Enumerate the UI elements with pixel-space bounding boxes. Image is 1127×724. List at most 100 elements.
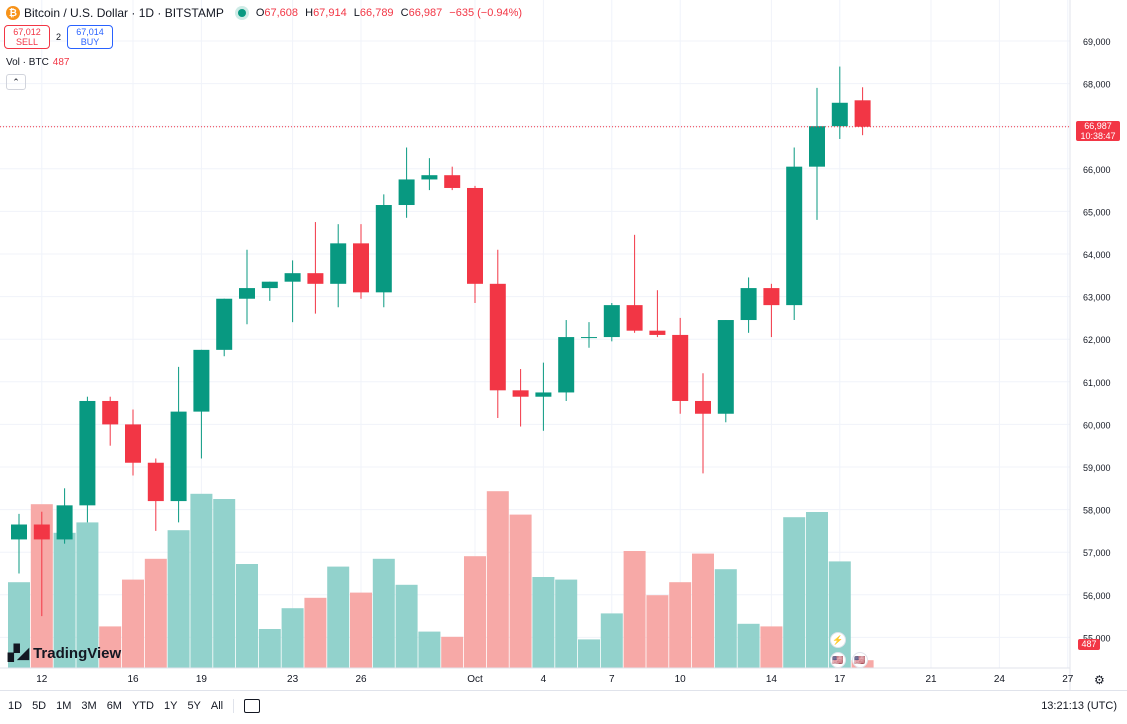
candle-body[interactable] xyxy=(375,205,392,293)
candle-body[interactable] xyxy=(307,273,324,284)
candle-body[interactable] xyxy=(216,298,233,350)
y-tick-label: 63,000 xyxy=(1083,293,1111,303)
volume-bar xyxy=(509,514,532,668)
candle-body[interactable] xyxy=(11,524,27,540)
x-tick-label: 12 xyxy=(36,674,48,685)
timeframe-5d[interactable]: 5D xyxy=(32,700,47,712)
volume-bar xyxy=(692,553,714,668)
y-tick-label: 68,000 xyxy=(1083,80,1111,90)
candle-body[interactable] xyxy=(603,305,620,338)
candle-body[interactable] xyxy=(535,392,552,397)
candle-body[interactable] xyxy=(421,175,438,180)
x-tick-label: 14 xyxy=(766,674,778,685)
volume-bar xyxy=(783,517,806,668)
volume-bar xyxy=(760,626,783,668)
volume-bar xyxy=(737,623,760,668)
candle-body[interactable] xyxy=(261,281,278,289)
y-tick-label: 65,000 xyxy=(1083,207,1111,217)
candle-body[interactable] xyxy=(125,424,141,463)
candle-body[interactable] xyxy=(809,126,825,167)
candle-body[interactable] xyxy=(831,102,848,127)
volume-bar xyxy=(464,556,486,668)
candle-body[interactable] xyxy=(489,283,506,391)
candlestick-chart[interactable]: 69,00068,00067,00066,00065,00064,00063,0… xyxy=(0,0,1127,690)
x-tick-label: 26 xyxy=(355,674,367,685)
volume-legend[interactable]: Vol · BTC 487 xyxy=(6,57,70,68)
sell-button[interactable]: 67,012 SELL xyxy=(4,25,50,49)
candle-body[interactable] xyxy=(147,462,164,502)
y-tick-label: 57,000 xyxy=(1083,548,1111,558)
timeframe-5y[interactable]: 5Y xyxy=(187,700,201,712)
y-tick-label: 59,000 xyxy=(1083,463,1111,473)
candle-body[interactable] xyxy=(626,305,643,331)
volume-bar xyxy=(555,579,578,668)
clock[interactable]: 13:21:13 (UTC) xyxy=(1041,700,1117,712)
ohlc-values: O67,608 H67,914 L66,789 C66,987 −635 (−0… xyxy=(255,7,523,19)
volume-bar xyxy=(144,558,167,668)
candle-body[interactable] xyxy=(786,166,803,306)
symbol-title[interactable]: Bitcoin / U.S. Dollar · 1D · BITSTAMP xyxy=(24,6,224,20)
candle-body[interactable] xyxy=(581,337,597,339)
volume-bar xyxy=(76,522,99,668)
volume-bar xyxy=(486,491,509,668)
candle-body[interactable] xyxy=(512,390,529,397)
candle-body[interactable] xyxy=(854,100,871,127)
volume-bar xyxy=(258,629,281,668)
candle-body[interactable] xyxy=(56,505,73,540)
candle-body[interactable] xyxy=(239,288,255,299)
symbol-legend: ₿ Bitcoin / U.S. Dollar · 1D · BITSTAMP … xyxy=(6,6,526,20)
candle-body[interactable] xyxy=(193,349,210,412)
volume-bar xyxy=(714,569,737,668)
candle-body[interactable] xyxy=(717,320,734,414)
us-flag-icon[interactable]: 🇺🇸 xyxy=(830,652,846,668)
x-tick-label: 10 xyxy=(675,674,687,685)
candle-body[interactable] xyxy=(649,330,666,335)
timeframe-1m[interactable]: 1M xyxy=(56,700,72,712)
y-tick-label: 69,000 xyxy=(1083,37,1111,47)
volume-bar xyxy=(213,499,236,668)
y-tick-label: 64,000 xyxy=(1083,250,1111,260)
candle-body[interactable] xyxy=(740,288,757,321)
candle-body[interactable] xyxy=(558,337,575,393)
tradingview-logo[interactable]: ▞◢ TradingView xyxy=(8,644,122,663)
candle-body[interactable] xyxy=(102,400,119,425)
y-tick-label: 55,000 xyxy=(1083,633,1111,643)
high-value: 67,914 xyxy=(313,7,347,19)
volume-bar xyxy=(372,558,395,668)
candle-body[interactable] xyxy=(695,400,711,414)
candle-body[interactable] xyxy=(79,400,96,506)
timeframe-all[interactable]: All xyxy=(210,700,224,712)
us-flag-icon-2[interactable]: 🇺🇸 xyxy=(852,652,868,668)
timeframe-6m[interactable]: 6M xyxy=(106,700,122,712)
x-tick-label: 19 xyxy=(196,674,208,685)
x-tick-label: 7 xyxy=(609,674,615,685)
y-tick-label: 56,000 xyxy=(1083,591,1111,601)
calendar-icon[interactable] xyxy=(244,699,261,713)
candle-body[interactable] xyxy=(33,524,50,540)
candle-body[interactable] xyxy=(170,411,187,502)
candle-body[interactable] xyxy=(398,179,415,206)
candle-body[interactable] xyxy=(672,334,689,401)
candle-body[interactable] xyxy=(330,243,347,284)
bottom-toolbar: 1D 5D 1M 3M 6M YTD 1Y 5Y All 13:21:13 (UTC) xyxy=(0,690,1127,721)
volume-bar xyxy=(327,566,350,668)
volume-bar xyxy=(236,564,258,668)
volume-bar xyxy=(99,626,122,668)
gear-icon[interactable]: ⚙ xyxy=(1094,673,1105,687)
candle-body[interactable] xyxy=(763,288,780,306)
volume-price-tag: 487 xyxy=(1078,639,1100,650)
x-tick-label: 16 xyxy=(127,674,139,685)
candle-body[interactable] xyxy=(444,175,461,188)
candle-body[interactable] xyxy=(353,243,369,293)
chevron-up-icon[interactable]: ⌃ xyxy=(6,74,26,90)
buy-button[interactable]: 67,014 BUY xyxy=(67,25,114,49)
lightning-event-icon[interactable]: ⚡ xyxy=(830,632,846,648)
timeframe-ytd[interactable]: YTD xyxy=(131,700,154,712)
timeframe-1d[interactable]: 1D xyxy=(8,700,23,712)
y-tick-label: 62,000 xyxy=(1083,335,1111,345)
timeframe-1y[interactable]: 1Y xyxy=(163,700,178,712)
candle-body[interactable] xyxy=(284,273,301,282)
volume-bar xyxy=(441,636,464,668)
timeframe-3m[interactable]: 3M xyxy=(81,700,97,712)
candle-body[interactable] xyxy=(467,187,483,284)
